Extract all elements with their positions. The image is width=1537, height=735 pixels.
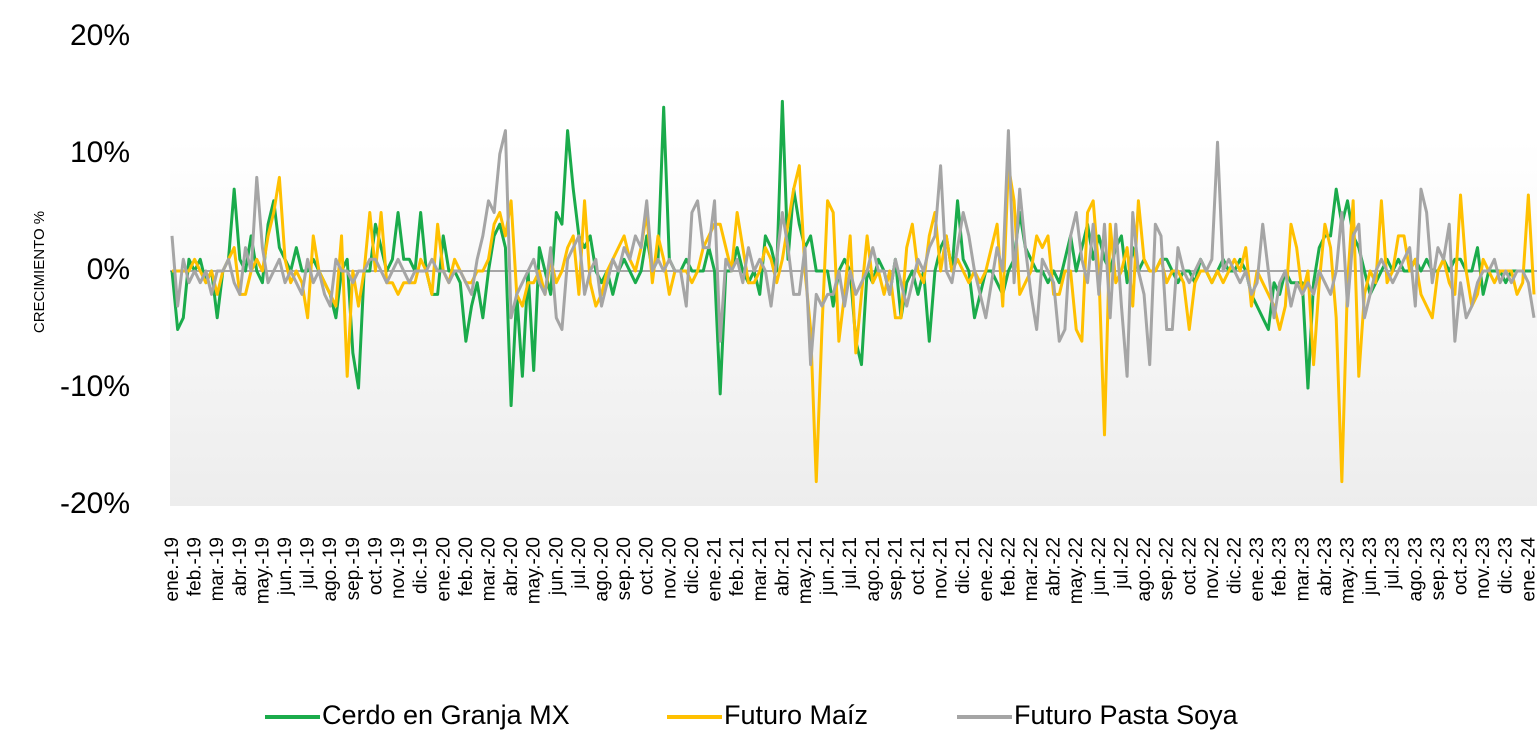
- x-tick-label: oct.-20: [637, 537, 658, 595]
- x-tick-label: nov.-22: [1202, 537, 1223, 599]
- x-tick-label: mar.-19: [207, 537, 228, 601]
- series-line: [172, 164, 1536, 484]
- y-axis-label: CRECIMIENTO %: [31, 211, 48, 333]
- x-tick-label: nov.-23: [1473, 537, 1494, 599]
- x-tick-label: ago.-20: [592, 537, 613, 601]
- x-tick-label: may.-21: [795, 537, 816, 604]
- legend-item: Cerdo en Granja MX: [265, 700, 570, 730]
- x-tick-label: sep.-21: [885, 537, 906, 600]
- x-tick-label: oct.-19: [365, 537, 386, 595]
- x-tick-label: abr.-19: [230, 537, 251, 596]
- legend-item: Futuro Maíz: [667, 700, 868, 730]
- x-tick-label: abr.-20: [501, 537, 522, 596]
- x-tick-label: oct.-23: [1451, 537, 1472, 595]
- x-tick-label: feb.-19: [185, 537, 206, 596]
- x-tick-label: sep.-20: [614, 537, 635, 600]
- x-tick-label: feb.-22: [998, 537, 1019, 596]
- legend-label: Cerdo en Granja MX: [322, 700, 570, 730]
- x-tick-label: nov.-20: [659, 537, 680, 599]
- x-tick-label: oct.-21: [908, 537, 929, 595]
- x-tick-label: ene.-20: [433, 537, 454, 601]
- x-tick-label: dic.-19: [411, 537, 432, 594]
- x-tick-label: ene.-23: [1247, 537, 1268, 601]
- x-tick-label: dic.-21: [953, 537, 974, 594]
- x-tick-label: may.-19: [252, 537, 273, 604]
- x-tick-label: sep.-23: [1428, 537, 1449, 600]
- y-tick-label: -10%: [60, 370, 130, 403]
- x-tick-label: abr.-22: [1044, 537, 1065, 596]
- legend-label: Futuro Maíz: [724, 700, 868, 730]
- x-tick-label: nov.-21: [931, 537, 952, 599]
- x-tick-label: mar.-21: [750, 537, 771, 601]
- x-tick-label: jun.-20: [546, 537, 567, 596]
- x-tick-label: ene.-24: [1518, 537, 1537, 602]
- x-tick-label: jul.-22: [1111, 537, 1132, 590]
- x-tick-label: mar.-23: [1292, 537, 1313, 601]
- x-tick-label: feb.-20: [456, 537, 477, 596]
- x-tick-label: mar.-22: [1021, 537, 1042, 601]
- x-tick-label: abr.-23: [1315, 537, 1336, 596]
- x-tick-label: jul.-23: [1383, 537, 1404, 590]
- x-tick-label: mar.-20: [478, 537, 499, 601]
- x-tick-label: dic.-20: [682, 537, 703, 594]
- x-tick-label: dic.-22: [1224, 537, 1245, 594]
- x-tick-label: may.-23: [1338, 537, 1359, 604]
- x-tick-label: abr.-21: [772, 537, 793, 596]
- x-tick-label: ago.-23: [1405, 537, 1426, 601]
- x-tick-label: feb.-21: [727, 537, 748, 596]
- x-tick-label: may.-22: [1066, 537, 1087, 604]
- x-tick-label: ago.-21: [863, 537, 884, 601]
- x-tick-label: sep.-19: [343, 537, 364, 600]
- y-tick-label: 10%: [70, 136, 130, 169]
- x-tick-label: ago.-22: [1134, 537, 1155, 601]
- x-tick-label: jun.-22: [1089, 537, 1110, 596]
- y-tick-label: 20%: [70, 19, 130, 52]
- x-tick-label: ene.-21: [705, 537, 726, 601]
- x-tick-label: oct.-22: [1179, 537, 1200, 595]
- x-tick-label: ago.-19: [320, 537, 341, 601]
- x-tick-label: jun.-21: [818, 537, 839, 596]
- series-line: [170, 129, 1536, 378]
- x-tick-label: jun.-19: [275, 537, 296, 596]
- x-tick-label: nov.-19: [388, 537, 409, 599]
- x-tick-label: sep.-22: [1157, 537, 1178, 600]
- legend-label: Futuro Pasta Soya: [1014, 700, 1239, 730]
- x-tick-label: feb.-23: [1270, 537, 1291, 596]
- x-tick-label: jul.-20: [569, 537, 590, 590]
- x-tick-label: jul.-19: [298, 537, 319, 590]
- x-tick-label: dic.-23: [1496, 537, 1517, 594]
- x-tick-label: may.-20: [524, 537, 545, 604]
- x-tick-label: jun.-23: [1360, 537, 1381, 596]
- x-tick-label: ene.-19: [162, 537, 183, 601]
- legend-item: Futuro Pasta Soya: [957, 700, 1239, 730]
- x-tick-label: jul.-21: [840, 537, 861, 590]
- y-tick-label: -20%: [60, 487, 130, 520]
- x-tick-label: ene.-22: [976, 537, 997, 601]
- y-tick-label: 0%: [87, 253, 130, 286]
